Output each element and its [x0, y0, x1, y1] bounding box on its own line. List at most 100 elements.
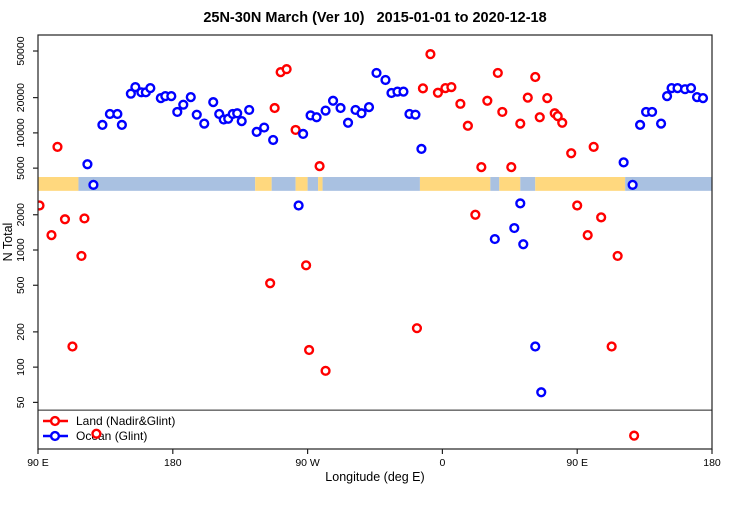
data-point — [685, 83, 697, 94]
data-point — [269, 102, 280, 114]
data-point — [629, 430, 640, 441]
data-point — [166, 91, 177, 102]
data-point — [59, 214, 71, 225]
map-band-segment-ocean — [78, 177, 256, 191]
map-band-segment-ocean — [520, 177, 536, 191]
data-point — [281, 64, 292, 75]
data-point — [88, 179, 99, 190]
data-point — [635, 119, 646, 130]
legend-ocean-label: Ocean (Glint) — [76, 429, 147, 443]
data-point — [199, 118, 210, 129]
data-point — [112, 108, 123, 120]
plot-border — [37, 34, 713, 450]
map-band-segment-ocean — [322, 177, 420, 191]
data-point — [646, 106, 658, 118]
data-point — [236, 116, 247, 127]
legend-land-marker-icon — [49, 415, 61, 427]
data-point — [46, 230, 57, 241]
data-point — [342, 117, 354, 128]
map-band-segment-ocean — [307, 177, 319, 191]
data-point — [612, 250, 623, 262]
data-point — [38, 200, 45, 211]
data-point — [232, 108, 243, 119]
data-point — [371, 67, 382, 79]
data-point — [145, 83, 156, 94]
data-points — [38, 49, 709, 441]
map-band-segment-land — [318, 177, 323, 191]
data-point — [530, 71, 541, 83]
y-tick-label: 10000 — [15, 118, 27, 147]
data-point — [552, 111, 563, 122]
y-tick-label: 50000 — [15, 36, 27, 65]
chart-title: 25N-30N March (Ver 10) 2015-01-01 to 202… — [203, 10, 546, 26]
data-point — [380, 74, 391, 86]
y-tick-label: 20000 — [15, 83, 27, 112]
data-point — [489, 233, 500, 245]
data-point — [185, 92, 196, 103]
data-point — [627, 179, 638, 190]
data-point — [251, 126, 262, 137]
map-band-segment-land — [535, 177, 626, 191]
x-axis-title: Longitude (deg E) — [325, 470, 424, 484]
data-point — [655, 118, 667, 129]
data-point — [130, 81, 141, 93]
data-point — [320, 365, 331, 376]
data-point — [67, 341, 78, 352]
data-point — [327, 95, 339, 106]
data-point — [588, 141, 599, 152]
data-point — [542, 93, 553, 104]
data-point — [172, 106, 183, 118]
data-point — [125, 88, 136, 99]
data-point — [268, 134, 279, 146]
data-point — [618, 157, 629, 168]
data-point — [557, 117, 568, 128]
data-point — [455, 98, 466, 109]
data-point — [303, 344, 315, 356]
y-axis: 50 100 200 500 1000 2000 5000 10000 20000 50000 — [15, 36, 38, 408]
data-point — [446, 81, 457, 93]
x-tick-label: 180 — [164, 457, 182, 469]
legend-ocean-marker-icon — [49, 430, 61, 442]
data-point — [82, 159, 93, 170]
y-tick-label: 1000 — [15, 238, 27, 262]
data-point — [314, 161, 325, 172]
data-point — [506, 162, 517, 173]
y-tick-label: 500 — [15, 276, 27, 294]
data-point — [530, 341, 541, 352]
x-tick-label: 90 E — [27, 457, 49, 469]
data-point — [79, 213, 90, 224]
data-point — [482, 95, 493, 106]
data-point — [290, 124, 301, 136]
data-point — [462, 120, 473, 131]
y-tick-label: 2000 — [15, 203, 27, 227]
y-tick-label: 200 — [15, 323, 27, 341]
map-band-segment-ocean — [625, 177, 712, 191]
x-axis: 90 E 180 90 W 0 90 E 180 — [27, 449, 721, 469]
data-point — [425, 49, 436, 60]
data-point — [191, 109, 202, 120]
data-point — [582, 230, 593, 241]
y-tick-label: 50 — [15, 396, 27, 408]
data-point — [116, 119, 127, 130]
data-point — [301, 260, 312, 271]
x-tick-label: 90 W — [295, 457, 320, 469]
data-point — [515, 118, 526, 129]
data-point — [178, 99, 189, 110]
data-point — [363, 102, 375, 113]
data-point — [417, 83, 429, 94]
data-point — [572, 200, 583, 211]
data-point — [522, 92, 533, 103]
data-point — [596, 212, 607, 223]
data-point — [470, 209, 481, 220]
data-point — [476, 162, 487, 173]
data-point — [515, 198, 526, 209]
data-point — [91, 428, 102, 439]
map-band-segment-ocean — [271, 177, 296, 191]
data-point — [536, 387, 547, 398]
data-point — [311, 112, 322, 123]
legend-land-label: Land (Nadir&Glint) — [76, 414, 175, 428]
x-tick-label: 90 E — [566, 457, 588, 469]
data-point — [265, 278, 276, 289]
